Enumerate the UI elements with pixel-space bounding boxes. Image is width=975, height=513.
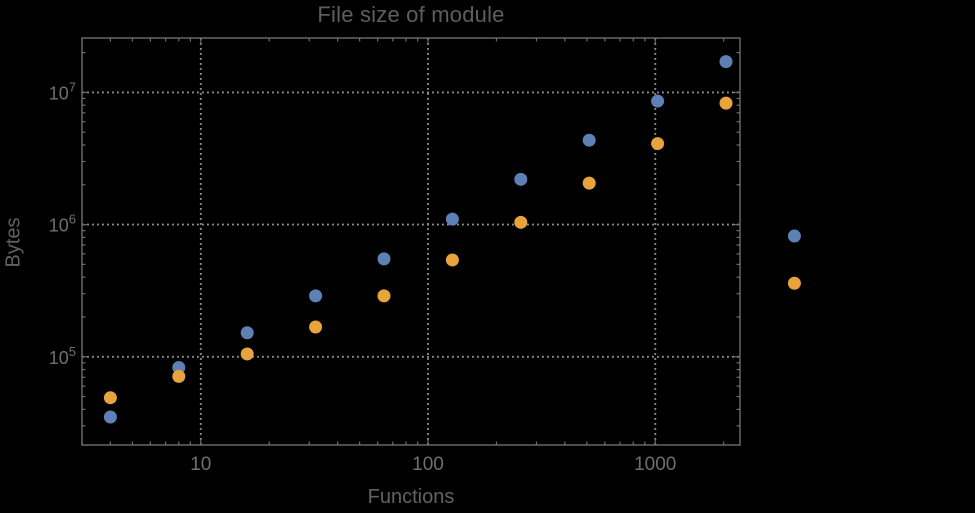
x-tick-label: 1000 [634,454,676,475]
data-point-series-2 [719,96,733,110]
chart-title: File size of module [317,2,505,27]
data-point-series-1 [103,410,117,424]
data-point-series-1 [172,360,186,374]
data-point-series-2 [514,215,528,229]
data-point-series-1 [582,133,596,147]
data-point-series-1 [514,172,528,186]
x-axis-label: Functions [367,486,455,508]
data-point-series-2 [445,253,459,267]
data-point-series-1 [240,326,254,340]
data-point-series-1 [377,252,391,266]
data-point-series-2 [309,320,323,334]
data-point-series-1 [309,289,323,303]
data-point-series-2 [172,369,186,383]
data-point-series-1 [651,94,665,108]
y-tick-label: 107 [49,79,76,103]
data-point-series-2 [377,289,391,303]
data-point-series-1 [719,55,733,69]
data-point-series-1 [445,212,459,226]
data-point-series-2 [240,347,254,361]
data-point-series-2 [103,391,117,405]
data-point-series-2 [651,137,665,151]
data-point-series-1 [787,229,801,243]
x-tick-label: 100 [412,454,444,475]
data-point-series-2 [787,276,801,290]
data-point-series-2 [582,176,596,190]
plot-frame [81,37,741,446]
y-tick-label: 106 [49,212,76,236]
y-tick-label: 105 [49,344,76,368]
x-tick-label: 10 [190,454,211,475]
